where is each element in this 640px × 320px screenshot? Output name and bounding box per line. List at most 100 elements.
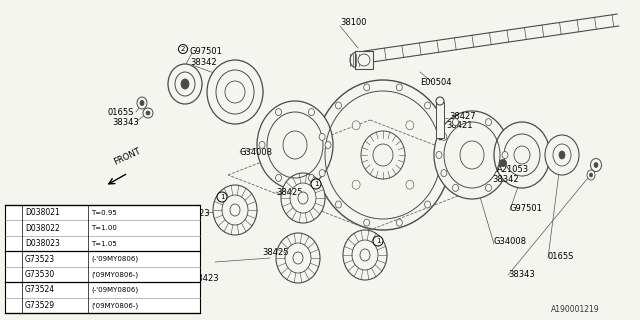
Text: 1: 1	[376, 238, 380, 244]
Ellipse shape	[213, 185, 257, 235]
Text: T=0.95: T=0.95	[91, 210, 116, 216]
Text: 38423: 38423	[192, 274, 219, 283]
Ellipse shape	[175, 72, 195, 96]
Ellipse shape	[181, 79, 189, 89]
Ellipse shape	[587, 170, 595, 180]
Ellipse shape	[315, 80, 451, 230]
Ellipse shape	[559, 151, 565, 159]
Ellipse shape	[335, 201, 342, 208]
Ellipse shape	[143, 108, 153, 118]
Ellipse shape	[352, 121, 360, 130]
Ellipse shape	[308, 174, 314, 181]
Circle shape	[217, 192, 227, 202]
Ellipse shape	[486, 119, 492, 125]
Text: 2: 2	[181, 46, 185, 52]
Text: 1: 1	[12, 225, 16, 231]
Text: 38343: 38343	[508, 270, 535, 279]
Text: 38100: 38100	[340, 18, 367, 27]
Ellipse shape	[486, 184, 492, 191]
Ellipse shape	[441, 133, 447, 140]
Ellipse shape	[502, 151, 508, 158]
Ellipse shape	[207, 60, 263, 124]
Ellipse shape	[436, 97, 444, 105]
Text: D038022: D038022	[25, 224, 60, 233]
Text: 38342: 38342	[190, 58, 216, 67]
Ellipse shape	[452, 119, 458, 125]
Ellipse shape	[424, 102, 431, 109]
Text: G34008: G34008	[240, 148, 273, 157]
Ellipse shape	[364, 219, 370, 226]
Ellipse shape	[319, 133, 325, 140]
Text: T=1.00: T=1.00	[91, 225, 117, 231]
Text: 1: 1	[314, 181, 318, 187]
Ellipse shape	[436, 151, 442, 158]
Ellipse shape	[494, 122, 550, 188]
Ellipse shape	[545, 135, 579, 175]
Text: D038023: D038023	[25, 239, 60, 248]
Ellipse shape	[364, 84, 370, 91]
Text: FRONT: FRONT	[112, 147, 142, 167]
Text: 38423: 38423	[183, 209, 210, 218]
Bar	[436, 102, 444, 138]
Ellipse shape	[460, 141, 484, 169]
Ellipse shape	[396, 84, 403, 91]
Circle shape	[373, 236, 383, 246]
Ellipse shape	[499, 159, 506, 166]
Ellipse shape	[358, 54, 370, 66]
Text: G73529: G73529	[25, 301, 55, 310]
Ellipse shape	[361, 131, 405, 179]
Ellipse shape	[352, 180, 360, 189]
Ellipse shape	[257, 101, 333, 189]
Bar	[5, 205, 200, 313]
Ellipse shape	[283, 131, 307, 159]
Ellipse shape	[325, 141, 331, 148]
Ellipse shape	[396, 219, 403, 226]
Circle shape	[9, 224, 18, 233]
Ellipse shape	[168, 64, 202, 104]
Text: 38425: 38425	[262, 248, 289, 257]
Text: G73524: G73524	[25, 285, 55, 294]
Text: A190001219: A190001219	[552, 305, 600, 314]
Text: G34008: G34008	[494, 237, 527, 246]
Text: 38427: 38427	[449, 112, 476, 121]
Text: ('09MY0806-): ('09MY0806-)	[91, 302, 138, 308]
Ellipse shape	[343, 230, 387, 280]
Ellipse shape	[140, 100, 144, 106]
Circle shape	[9, 254, 18, 263]
Circle shape	[311, 179, 321, 189]
Text: 38421: 38421	[446, 121, 472, 130]
Text: 0165S: 0165S	[108, 108, 134, 117]
Ellipse shape	[281, 173, 325, 223]
Text: ('09MY0806-): ('09MY0806-)	[91, 271, 138, 278]
Ellipse shape	[441, 170, 447, 177]
Ellipse shape	[594, 163, 598, 167]
Text: 3: 3	[12, 287, 16, 293]
Ellipse shape	[275, 174, 282, 181]
Bar	[355, 51, 373, 69]
Ellipse shape	[406, 180, 414, 189]
Text: (-'09MY0806): (-'09MY0806)	[91, 256, 138, 262]
Text: G97501: G97501	[190, 47, 223, 56]
Ellipse shape	[424, 201, 431, 208]
Ellipse shape	[225, 81, 245, 103]
Ellipse shape	[373, 144, 393, 166]
Text: 1: 1	[220, 194, 224, 200]
Ellipse shape	[360, 249, 370, 261]
Ellipse shape	[406, 121, 414, 130]
Ellipse shape	[319, 170, 325, 177]
Ellipse shape	[230, 204, 240, 216]
Ellipse shape	[350, 52, 364, 68]
Text: 38343: 38343	[112, 118, 139, 127]
Text: E00504: E00504	[420, 78, 451, 87]
Ellipse shape	[335, 102, 342, 109]
Ellipse shape	[276, 233, 320, 283]
Ellipse shape	[275, 108, 282, 116]
Ellipse shape	[308, 108, 314, 116]
Text: G73530: G73530	[25, 270, 55, 279]
Ellipse shape	[589, 173, 593, 177]
Text: 38425: 38425	[276, 188, 303, 197]
Text: G73523: G73523	[25, 254, 55, 263]
Text: D038021: D038021	[25, 208, 60, 217]
Ellipse shape	[514, 146, 530, 164]
Text: T=1.05: T=1.05	[91, 241, 116, 247]
